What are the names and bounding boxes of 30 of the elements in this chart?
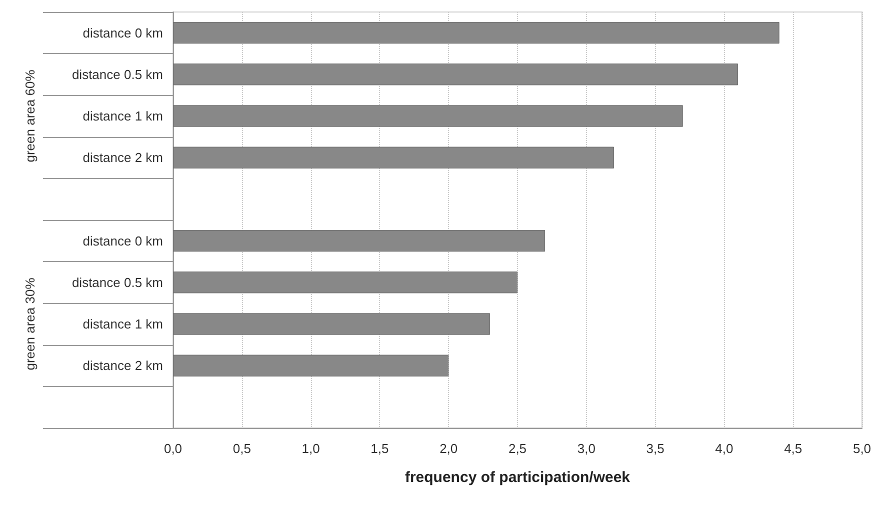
x-tick-label: 0,5 [232, 441, 251, 456]
x-tick-label: 1,0 [302, 441, 320, 456]
y-tick-label: distance 0.5 km [72, 66, 163, 82]
y-tick-label: distance 2 km [82, 358, 163, 374]
bar [173, 22, 780, 44]
x-tick-label: 3,5 [646, 441, 664, 456]
y-tick-label: distance 1 km [82, 316, 163, 332]
bar [173, 313, 490, 335]
x-tick-label: 5,0 [852, 441, 872, 456]
y-tick-label: distance 2 km [82, 150, 163, 166]
x-axis-title: frequency of participation/week [404, 469, 631, 486]
x-tick-label: 0,0 [164, 441, 182, 456]
bar [173, 354, 449, 376]
x-tick-label: 4,5 [784, 441, 802, 456]
bar [173, 64, 738, 86]
bar [173, 230, 546, 252]
x-tick-label: 1,5 [370, 441, 389, 456]
y-tick-label: distance 0 km [82, 25, 163, 40]
x-tick-label: 2,5 [508, 441, 527, 456]
x-tick-label: 2,0 [440, 441, 458, 456]
text: green area 60% [22, 69, 38, 162]
bar [173, 146, 614, 168]
y-tick-label: distance 0.5 km [72, 274, 163, 290]
y-tick-label: distance 1 km [82, 108, 163, 124]
text: green area 30% [22, 277, 38, 370]
y-tick-label: distance 0 km [82, 233, 163, 248]
x-tick-label: 4,0 [715, 441, 734, 456]
bar [173, 105, 683, 127]
x-tick-label: 3,0 [577, 441, 596, 456]
bar [173, 272, 518, 294]
